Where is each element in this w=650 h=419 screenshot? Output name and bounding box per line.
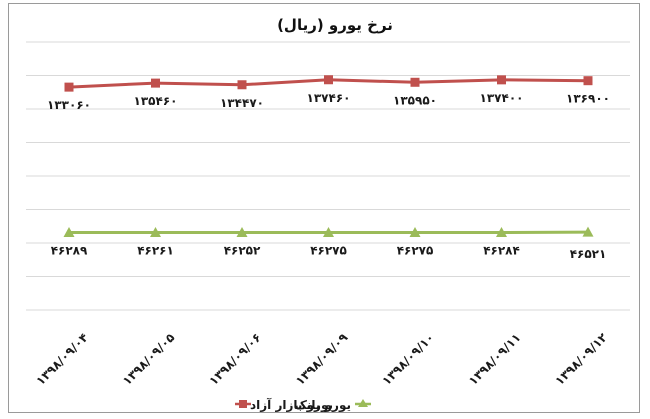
data-point-marker bbox=[582, 226, 594, 237]
data-point-marker bbox=[237, 80, 247, 90]
x-tick-label: ۱۳۹۸/۰۹/۱۱ bbox=[466, 330, 524, 388]
legend: یورو بانک یورو بازار آزاد bbox=[235, 397, 371, 413]
data-label: ۱۳۵۹۵۰ bbox=[393, 93, 437, 107]
data-label: ۴۶۲۷۵ bbox=[310, 243, 347, 257]
x-tick-label: ۱۳۹۸/۰۹/۰۵ bbox=[120, 330, 178, 388]
x-tick-label: ۱۳۹۸/۰۹/۱۰ bbox=[379, 330, 437, 388]
data-label: ۴۶۲۸۴ bbox=[483, 243, 520, 257]
legend-label-free-market: یورو بازار آزاد bbox=[250, 397, 333, 413]
data-label: ۱۳۷۴۶۰ bbox=[307, 91, 351, 105]
data-label: ۴۶۲۵۲ bbox=[224, 244, 261, 258]
legend-triangle-icon bbox=[358, 399, 368, 407]
data-point-marker bbox=[409, 226, 421, 237]
data-point-marker bbox=[324, 75, 333, 85]
legend-square-icon bbox=[239, 400, 247, 408]
data-label: ۱۳۳۰۶۰ bbox=[47, 98, 91, 112]
x-tick-label: ۱۳۹۸/۰۹/۰۶ bbox=[206, 330, 264, 388]
data-label: ۴۶۵۲۱ bbox=[570, 247, 607, 261]
series-markers bbox=[63, 75, 594, 238]
data-point-marker bbox=[236, 227, 248, 238]
chart-frame bbox=[8, 3, 640, 413]
x-tick-label: ۱۳۹۸/۰۹/۰۹ bbox=[293, 330, 351, 388]
data-label: ۱۳۷۴۰۰ bbox=[480, 91, 524, 105]
data-label: ۱۳۵۴۶۰ bbox=[134, 94, 178, 108]
data-label: ۱۳۶۹۰۰ bbox=[566, 92, 610, 106]
legend-label-bank: یورو بانک bbox=[295, 398, 351, 413]
data-label: ۴۶۲۶۱ bbox=[137, 244, 174, 258]
data-point-marker bbox=[497, 75, 506, 85]
data-point-marker bbox=[150, 227, 161, 238]
data-point-marker bbox=[64, 82, 74, 92]
data-point-marker bbox=[410, 77, 420, 87]
data-point-marker bbox=[583, 76, 593, 86]
data-label: ۴۶۲۸۹ bbox=[51, 243, 88, 257]
data-point-marker bbox=[63, 226, 75, 237]
data-point-marker bbox=[323, 226, 334, 237]
chart-title: نرخ یورو (ریال) bbox=[277, 16, 393, 34]
data-labels: ۱۳۳۰۶۰ ۱۳۵۴۶۰ ۱۳۴۴۷۰ ۱۳۷۴۶۰ ۱۳۵۹۵۰ ۱۳۷۴۰۰ ۱۳۶۹… bbox=[47, 91, 610, 261]
data-point-marker bbox=[151, 78, 160, 88]
x-tick-label: ۱۳۹۸/۰۹/۱۲ bbox=[552, 330, 610, 388]
data-label: ۱۳۴۴۷۰ bbox=[220, 96, 264, 110]
data-label: ۴۶۲۷۵ bbox=[397, 243, 434, 257]
gridlines bbox=[26, 41, 630, 311]
data-point-marker bbox=[496, 226, 507, 237]
x-tick-label: ۱۳۹۸/۰۹/۰۴ bbox=[33, 330, 91, 388]
x-axis-tick-labels: ۱۳۹۸/۰۹/۰۴ ۱۳۹۸/۰۹/۰۵ ۱۳۹۸/۰۹/۰۶ ۱۳۹۸/۰۹/۰۹… bbox=[33, 330, 610, 388]
